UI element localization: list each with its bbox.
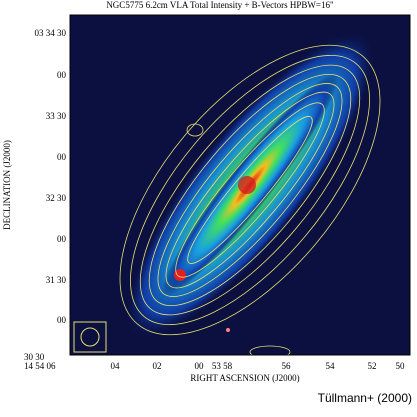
credit: Tüllmann+ (2000) (318, 391, 412, 405)
y-tick-label: 33 30 (46, 111, 67, 121)
x-tick-label: 00 (195, 361, 205, 371)
x-tick-label: 50 (396, 361, 406, 371)
radio-map (70, 15, 410, 355)
y-tick-label: 00 (57, 152, 67, 162)
x-tick-label: 52 (368, 361, 377, 371)
title: NGC5775 6.2cm VLA Total Intensity + B-Ve… (106, 0, 334, 10)
x-tick-label: 56 (282, 361, 292, 371)
y-tick-label: 03 34 30 (35, 28, 67, 38)
x-tick-label: 14 54 06 (24, 361, 56, 371)
x-tick-label: 04 (111, 361, 121, 371)
x-tick-label: 02 (153, 361, 162, 371)
y-tick-label: 30 30 (24, 352, 45, 362)
y-tick-label: 00 (57, 315, 67, 325)
y-tick-label: 32 30 (46, 193, 67, 203)
y-tick-label: 00 (57, 234, 67, 244)
y-ticks: 03 34 30 00 33 30 00 32 30 00 31 30 00 30 30 (24, 28, 67, 362)
x-tick-label: 54 (326, 361, 336, 371)
y-axis-label: DECLINATION (J2000) (2, 140, 12, 230)
y-tick-label: 00 (57, 70, 67, 80)
y-tick-label: 31 30 (46, 275, 67, 285)
x-ticks: 14 54 06 04 02 00 53 58 56 54 52 50 (24, 361, 405, 371)
x-tick-label: 53 58 (212, 361, 233, 371)
plot-frame (69, 14, 411, 356)
x-axis-label: RIGHT ASCENSION (J2000) (190, 373, 299, 383)
